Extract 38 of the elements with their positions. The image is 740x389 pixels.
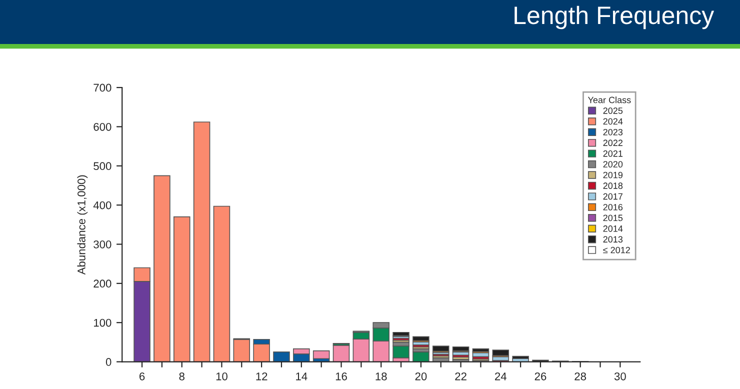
- legend-label: 2021: [603, 150, 622, 157]
- y-tick-label: 0: [106, 358, 112, 366]
- y-tick-label: 700: [94, 84, 112, 92]
- y-tick-label: 200: [94, 280, 112, 288]
- x-tick-label: 16: [336, 372, 347, 380]
- legend-label: ≤ 2012: [603, 246, 630, 254]
- x-tick-label: 28: [574, 372, 586, 380]
- y-axis-title: Abundance (x1,000): [77, 175, 88, 275]
- x-tick-label: 26: [534, 372, 546, 380]
- x-tick-label: 22: [455, 372, 466, 380]
- x-tick-label: 12: [256, 372, 268, 380]
- legend-label: 2023: [603, 128, 623, 136]
- legend-label: 2020: [603, 161, 623, 168]
- legend-label: 2025: [603, 108, 623, 114]
- legend-label: 2019: [603, 172, 623, 178]
- legend-label: 2017: [603, 193, 622, 200]
- x-tick-label: 14: [296, 372, 308, 380]
- x-tick-label: 20: [415, 372, 427, 380]
- x-tick-label: 10: [216, 372, 228, 380]
- y-tick-label: 500: [94, 162, 112, 170]
- y-tick-label: 300: [94, 240, 112, 248]
- legend-label: 2014: [603, 225, 623, 232]
- x-tick-label: 18: [376, 372, 387, 380]
- y-tick-label: 100: [94, 318, 112, 327]
- chart-title: Length Frequency: [514, 6, 714, 30]
- x-tick-label: 6: [140, 372, 145, 380]
- x-tick-label: 8: [179, 372, 184, 380]
- y-tick-label: 400: [93, 201, 112, 210]
- legend-label: 2016: [603, 204, 623, 210]
- x-tick-label: 24: [495, 372, 506, 380]
- legend-label: 2024: [603, 118, 623, 125]
- legend-title: Year Class: [588, 96, 631, 104]
- x-tick-label: 30: [614, 372, 626, 380]
- legend-label: 2015: [603, 214, 623, 222]
- legend-label: 2013: [603, 236, 623, 243]
- y-tick-label: 600: [94, 122, 112, 131]
- legend-label: 2018: [603, 182, 623, 189]
- legend-label: 2022: [603, 140, 622, 146]
